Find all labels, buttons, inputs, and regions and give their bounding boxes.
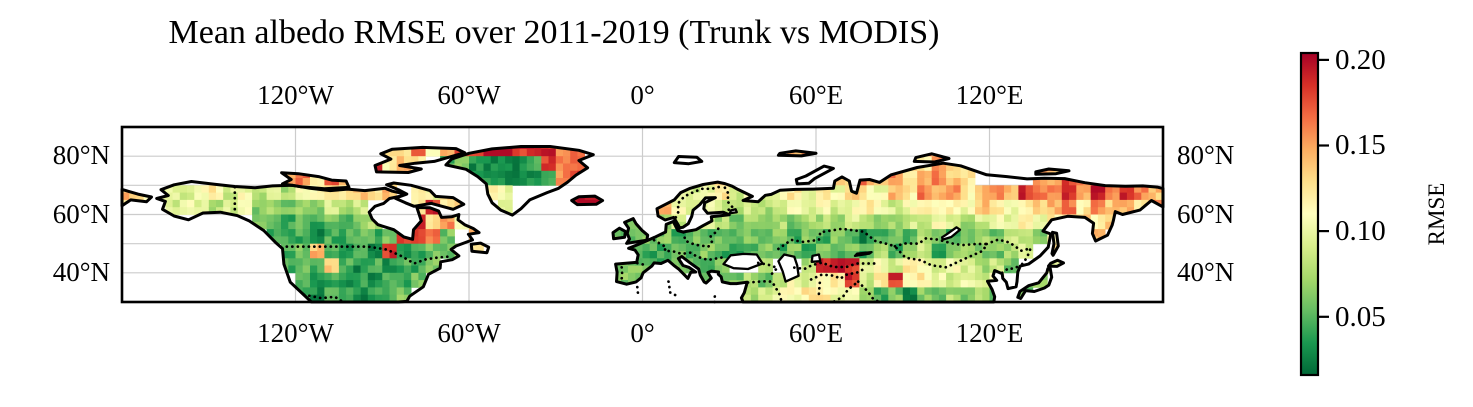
border-us-canada xyxy=(285,245,449,265)
lat-tick-label-right: 40°N xyxy=(1177,256,1235,287)
colorbar-axis-label: RMSE xyxy=(1424,182,1449,246)
eurasia-coastline xyxy=(614,161,1165,304)
ellesmere-island-coastline xyxy=(373,145,467,174)
border-korea-china xyxy=(1000,264,1021,275)
border-mongolia xyxy=(893,237,988,269)
lat-tick-label-left: 60°N xyxy=(52,198,110,229)
lon-tick-label-top: 60°E xyxy=(788,80,844,110)
lat-tick-label-right: 80°N xyxy=(1177,140,1235,171)
lon-tick-label-bottom: 60°E xyxy=(788,318,844,348)
colorbar-frame xyxy=(1299,51,1320,377)
colorbar-tick-label: 0.15 xyxy=(1335,129,1386,162)
newfoundland-coastline xyxy=(469,241,491,255)
colorbar-gradient xyxy=(1301,53,1318,375)
lake-balkhash xyxy=(853,250,873,258)
aral-sea xyxy=(810,253,822,263)
lon-tick-label-top: 120°W xyxy=(257,80,334,110)
colorbar-tick-label: 0.05 xyxy=(1335,300,1386,333)
great-britain-coastline xyxy=(623,217,650,245)
victoria-banks-islands-coastline xyxy=(280,171,351,191)
national-borders-dotted xyxy=(233,184,1032,304)
franz-josef-land-coastline xyxy=(776,149,818,158)
axes-frame xyxy=(120,125,1165,304)
colorbar-tick-label: 0.20 xyxy=(1335,43,1386,76)
border-afghan-pakistan xyxy=(832,280,860,303)
sakhalin-coastline xyxy=(1050,230,1060,257)
inland-water-bodies xyxy=(722,208,962,283)
lon-tick-label-top: 60°W xyxy=(437,80,501,110)
border-caucasus xyxy=(756,261,779,276)
lon-tick-label-top: 0° xyxy=(630,80,655,110)
lon-tick-label-bottom: 120°W xyxy=(257,318,334,348)
severnaya-zemlya-coastline xyxy=(912,152,951,164)
greenland-coastline xyxy=(444,145,595,217)
lat-tick-label-left: 80°N xyxy=(52,140,110,171)
novaya-zemlya-coastline xyxy=(794,164,835,186)
ireland-coastline xyxy=(611,226,627,241)
coastlines xyxy=(120,145,1165,304)
border-scandinavia xyxy=(674,184,725,219)
lon-tick-label-top: 120°E xyxy=(955,80,1024,110)
svalbard-coastline xyxy=(672,155,704,166)
border-central-asia-south xyxy=(809,268,864,281)
border-central-europe xyxy=(652,238,726,262)
north-america-coastline xyxy=(155,180,481,304)
lon-tick-label-bottom: 60°W xyxy=(437,318,501,348)
border-central-asia-north xyxy=(792,261,876,271)
lake-baikal xyxy=(940,226,962,241)
new-siberian-islands-coastline xyxy=(1034,167,1071,176)
iceland-coastline xyxy=(570,194,605,207)
border-spain-portugal xyxy=(619,265,624,283)
border-poland-east xyxy=(682,225,721,248)
lon-tick-label-bottom: 0° xyxy=(630,318,655,348)
colorbar-tick-label: 0.10 xyxy=(1335,215,1386,248)
caspian-sea xyxy=(777,253,800,283)
lat-tick-label-right: 60°N xyxy=(1177,198,1235,229)
lat-tick-label-left: 40°N xyxy=(52,256,110,287)
chart-title: Mean albedo RMSE over 2011-2019 (Trunk v… xyxy=(168,14,940,51)
border-iran-east xyxy=(817,281,822,299)
lake-ladoga xyxy=(728,208,738,215)
border-russia-china-east xyxy=(985,238,1032,266)
lon-tick-label-bottom: 120°E xyxy=(955,318,1024,348)
black-sea xyxy=(722,252,764,271)
border-algeria-tunisia-libya xyxy=(667,280,678,297)
border-morocco-algeria xyxy=(635,285,640,297)
honshu-kyushu-coastline xyxy=(1016,266,1054,300)
border-russia-kazakhstan xyxy=(777,227,897,251)
border-finland-russia xyxy=(721,186,735,215)
border-pyrenees xyxy=(635,261,649,267)
baffin-island-coastline xyxy=(385,181,466,211)
hokkaido-coastline xyxy=(1047,258,1065,268)
border-turkey-mideast xyxy=(746,279,783,303)
